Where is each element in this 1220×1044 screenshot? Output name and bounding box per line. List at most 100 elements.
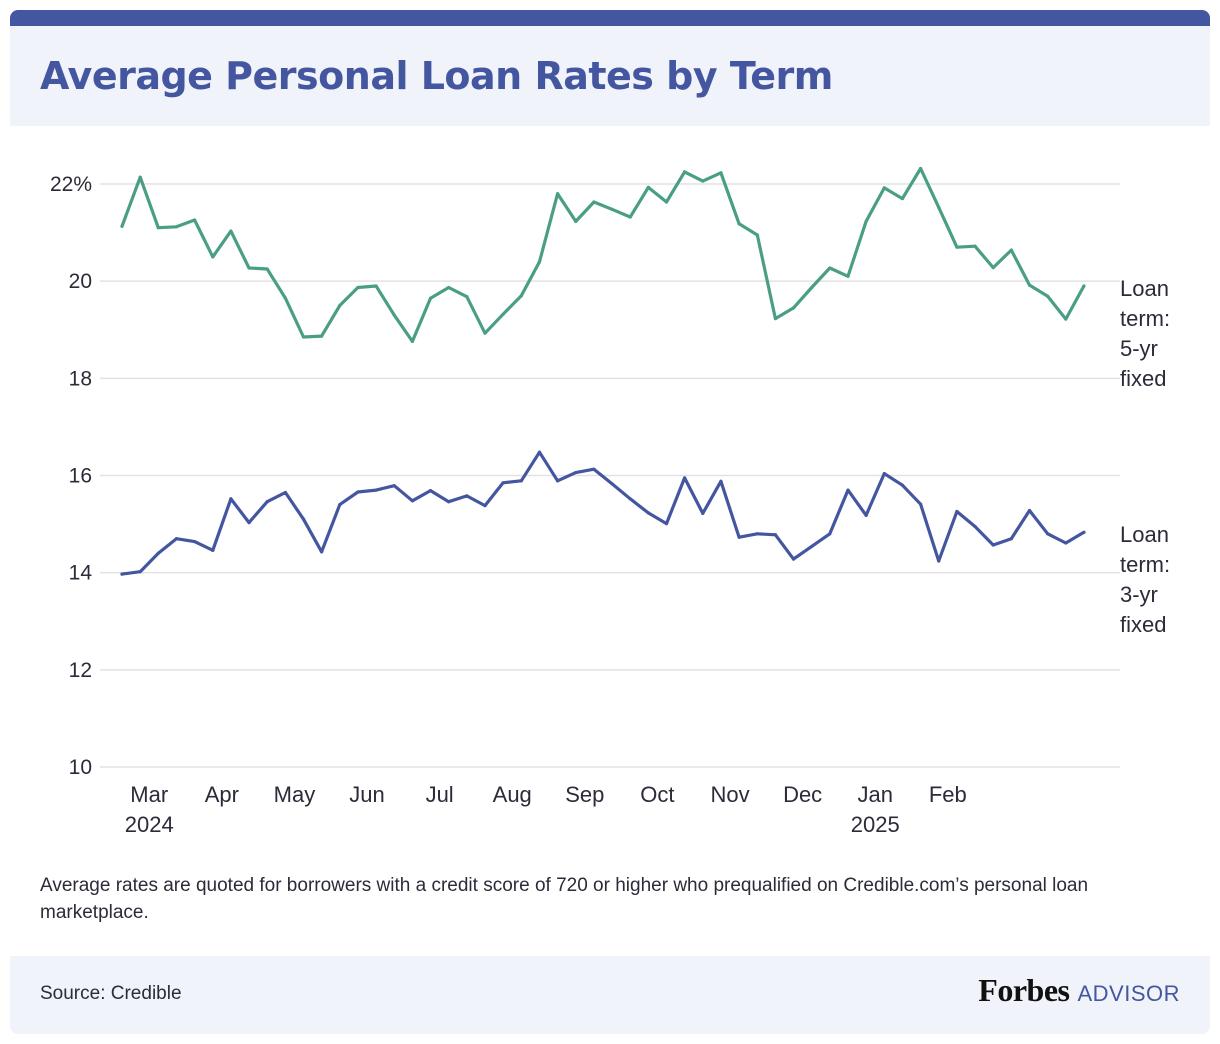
data-point [592,467,596,471]
data-point [1009,537,1013,541]
y-tick-label: 18 [69,367,92,390]
data-point [537,260,542,264]
data-point [882,471,886,476]
series-lines [120,166,1086,576]
data-point [846,488,850,492]
series-label: Loan [1120,522,1169,547]
data-point [810,285,814,290]
data-point [773,316,778,321]
data-point [755,532,759,536]
header-accent-bar [10,10,1210,30]
data-point [610,207,614,211]
data-point [174,537,179,541]
data-point [919,166,923,171]
data-point [610,482,614,486]
data-point [664,521,669,526]
data-point [574,470,578,475]
data-point [955,509,959,514]
data-point [519,294,523,298]
data-point [864,219,868,224]
x-tick-label: Jun [349,782,384,807]
data-point [882,186,886,190]
data-point [1064,317,1068,321]
data-point [301,335,306,339]
series-labels: Loan term: 5-yr fixed Loan term: 3-yr fixed [1120,276,1170,637]
data-point [465,295,469,299]
data-point [193,218,197,222]
data-point [283,296,287,300]
data-point [683,170,687,174]
data-point [791,557,796,561]
x-tick-label: Apr [205,782,239,807]
data-point [301,517,306,521]
data-point [447,500,451,504]
data-point [1009,248,1013,252]
data-point [338,503,342,507]
gridlines [100,183,1120,768]
data-point [846,274,850,278]
data-point [773,533,778,537]
data-point [1027,508,1032,513]
data-point [1046,294,1050,298]
brand-logo: Forbes ADVISOR [978,972,1180,1009]
data-point [737,222,741,226]
data-point [392,313,396,317]
data-point [465,494,469,498]
data-point [211,255,215,259]
data-point [937,559,941,563]
x-tick-label: Mar [130,782,168,807]
data-point [683,476,687,480]
x-tick-label: Oct [640,782,674,807]
series-line-5yr [120,166,1086,343]
data-point [1046,532,1050,536]
data-point [574,219,578,224]
data-point [701,511,705,515]
data-point [556,192,560,196]
y-tick-label: 10 [69,756,92,779]
data-point [374,284,378,288]
data-point [265,267,269,271]
data-point [410,499,414,503]
data-point [320,334,324,338]
data-point [919,502,923,506]
data-point [791,306,796,310]
x-tick-label: Sep [565,782,604,807]
y-axis-ticks: 22% 20 18 16 14 12 10 [50,173,92,779]
data-point [755,233,759,237]
data-point [483,504,487,508]
x-tick-label: Nov [710,782,749,807]
header-panel [10,26,1210,126]
data-point [828,266,832,270]
data-point [719,479,723,483]
series-label: Loan [1120,276,1169,301]
y-tick-label: 22% [50,173,92,196]
data-point [247,266,251,270]
data-point [392,484,396,488]
data-point [973,244,977,248]
data-point [937,205,941,209]
data-point [646,185,650,190]
data-point [955,245,959,249]
series-label: term: [1120,552,1170,577]
data-point [501,312,505,316]
chart-title: Average Personal Loan Rates by Term [40,54,833,98]
data-point [592,200,596,204]
data-point [973,524,977,529]
data-point [193,539,197,544]
data-point [483,331,487,335]
data-point [120,572,124,576]
data-point [174,225,179,229]
series-label: term: [1120,306,1170,331]
data-point [537,450,542,454]
y-tick-label: 16 [69,465,92,488]
data-point [991,265,995,270]
data-point [900,483,905,487]
data-point [519,479,523,483]
data-point [211,548,215,552]
series-label: fixed [1120,612,1166,637]
x-tick-label: Dec [783,782,822,807]
y-tick-label: 14 [69,562,93,585]
x-tick-year-label: 2025 [851,812,900,837]
data-point [900,196,905,201]
series-line-3yr [120,450,1086,576]
